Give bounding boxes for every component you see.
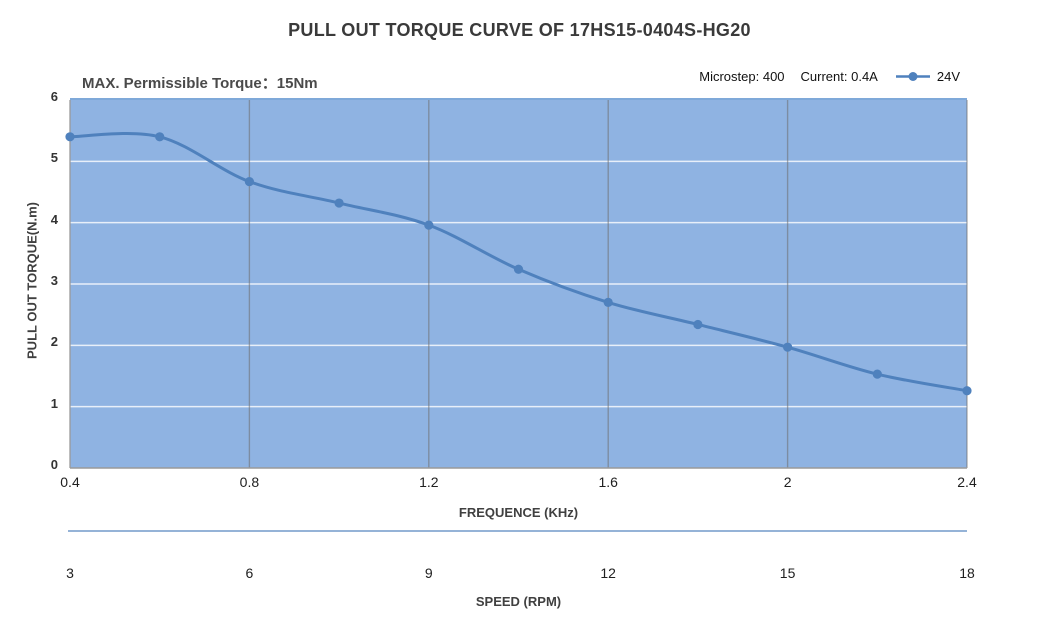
data-point-marker	[872, 369, 882, 379]
x-tick-label: 1.2	[419, 474, 439, 490]
y-tick-label: 0	[50, 457, 58, 472]
y-tick-label: 4	[50, 211, 58, 227]
speed-tick-label: 15	[779, 565, 796, 581]
legend-line-marker-icon	[895, 71, 930, 81]
speed-tick-label: 6	[245, 565, 254, 581]
y-tick-label: 5	[50, 150, 58, 166]
x-tick-label: 2	[783, 474, 792, 490]
data-point-marker	[693, 319, 703, 330]
y-tick-label: 2	[50, 334, 58, 350]
series-line-24v	[68, 132, 969, 393]
microstep-label: Microstep: 400	[699, 68, 785, 84]
data-point-marker	[155, 132, 165, 142]
data-point-marker	[334, 198, 344, 208]
legend-series-label: 24V	[936, 68, 960, 84]
speed-axis-line	[68, 530, 967, 532]
max-permissible-torque-note: MAX. Permissible Torque：15Nm	[82, 75, 318, 92]
speed-axis-title: SPEED (RPM)	[475, 594, 562, 609]
data-point-marker	[603, 297, 613, 307]
x-tick-label: 1.6	[598, 474, 618, 490]
y-tick-label: 3	[50, 273, 58, 288]
current-label: Current: 0.4A	[800, 68, 878, 84]
legend: 24V	[894, 69, 960, 84]
y-tick-label: 6	[50, 89, 58, 104]
chart-parameters: Microstep: 400 Current: 0.4A 24V	[699, 66, 960, 86]
data-point-marker	[783, 342, 793, 352]
data-point-marker	[424, 220, 434, 230]
x-tick-label: 0.8	[239, 474, 260, 490]
plot-area	[65, 98, 972, 469]
speed-tick-label: 18	[959, 565, 975, 581]
data-point-marker	[65, 132, 75, 142]
data-point-marker	[962, 386, 972, 396]
data-point-marker	[244, 176, 254, 187]
x-tick-label: 2.4	[957, 474, 977, 490]
x-axis-title: FREQUENCE (KHz)	[458, 505, 579, 520]
data-point-marker	[513, 264, 524, 274]
y-tick-label: 1	[50, 395, 58, 411]
x-tick-label: 0.4	[60, 474, 80, 490]
chart-title: PULL OUT TORQUE CURVE OF 17HS15-0404S-HG…	[288, 20, 751, 40]
speed-tick-label: 9	[424, 565, 433, 581]
torque-curve-graphic	[65, 100, 972, 469]
speed-tick-label: 3	[66, 565, 74, 581]
speed-tick-label: 12	[600, 565, 616, 581]
